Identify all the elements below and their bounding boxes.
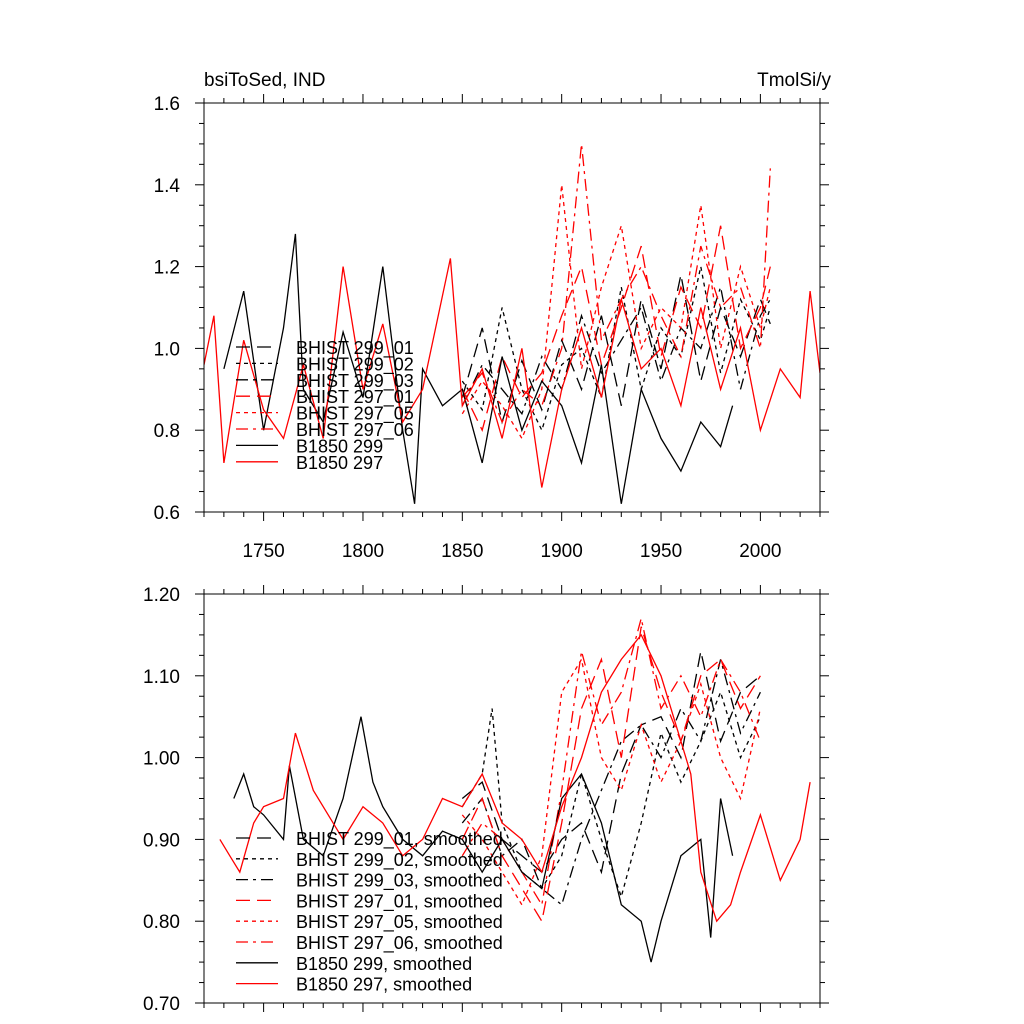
x-tick-label: 1900: [541, 541, 583, 562]
legend-label: BHIST 297_01, smoothed: [296, 891, 503, 912]
series-line: [461, 184, 771, 440]
y-tick-label: 1.2: [154, 258, 180, 279]
series-line: [223, 233, 734, 504]
bottom-panel: 0.70 0.80 0.90 1.00 1.10 1.20 BHIST 299_01, sm…: [143, 585, 829, 1015]
series-line: [219, 633, 811, 923]
series-line: [461, 659, 761, 906]
legend-label: BHIST 297_05: [296, 404, 414, 425]
y-tick-label: 0.8: [154, 421, 180, 442]
legend-label: BHIST 299_03, smoothed: [296, 871, 503, 892]
legend-label: BHIST 297_06: [296, 420, 414, 441]
series-line: [204, 258, 820, 488]
y-tick-label: 0.6: [154, 503, 180, 524]
legend-label: B1850 297, smoothed: [296, 975, 472, 995]
y-tick-label: 0.70: [143, 994, 180, 1015]
series-line: [461, 651, 761, 875]
series-line: [233, 716, 734, 963]
series-line: [461, 626, 761, 923]
panel-right-title: TmolSi/y: [757, 70, 831, 91]
series-line: [461, 274, 771, 425]
legend-label: BHIST 299_01: [296, 338, 414, 359]
series-line: [461, 690, 761, 899]
legend-label: BHIST 299_02: [296, 354, 414, 375]
x-tick-label: 1850: [441, 541, 483, 562]
y-tick-label: 0.90: [143, 830, 180, 851]
series-line: [461, 286, 771, 416]
legend-label: BHIST 299_02, smoothed: [296, 850, 503, 871]
legend-label: BHIST 299_01, smoothed: [296, 829, 503, 850]
x-tick-label: 1950: [640, 541, 682, 562]
y-tick-label: 1.0: [154, 339, 180, 360]
series-line: [461, 657, 762, 907]
legend-label: BHIST 299_03: [296, 371, 414, 392]
legend-label: B1850 299, smoothed: [296, 954, 472, 974]
series-line: [461, 225, 771, 433]
series-group: [204, 143, 820, 504]
legend-label: B1850 299: [296, 436, 383, 456]
series-line: [461, 266, 771, 432]
y-tick-label: 1.10: [143, 667, 180, 688]
y-tick-label: 1.6: [154, 94, 180, 115]
y-tick-label: 1.20: [143, 585, 180, 606]
legend-label: B1850 297: [296, 453, 383, 473]
top-panel: bsiToSed, IND TmolSi/y 0.6 0.8 1.0 1.2 1.4 1.…: [154, 70, 832, 562]
x-tick-label: 1800: [342, 541, 384, 562]
y-tick-label: 0.80: [143, 912, 180, 933]
y-tick-label: 1.00: [143, 749, 180, 770]
legend-label: BHIST 297_01: [296, 387, 414, 408]
y-tick-label: 1.4: [154, 176, 181, 197]
x-tick-label: 1750: [242, 541, 284, 562]
x-tick-label: 2000: [739, 541, 781, 562]
legend-label: BHIST 297_05, smoothed: [296, 912, 503, 933]
panel-left-title: bsiToSed, IND: [204, 70, 325, 91]
series-group: [219, 618, 811, 963]
legend-label: BHIST 297_06, smoothed: [296, 933, 503, 954]
